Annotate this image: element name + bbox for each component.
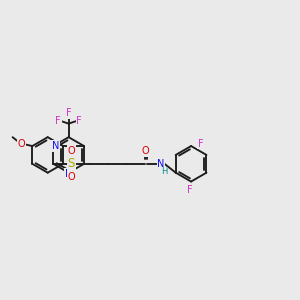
Text: F: F [198,139,203,148]
Text: O: O [17,139,25,149]
Text: F: F [56,116,61,126]
Text: H: H [161,167,167,176]
Text: S: S [67,157,75,170]
Text: N: N [157,159,165,169]
Text: O: O [67,146,75,156]
Text: O: O [141,146,149,156]
Text: N: N [65,169,72,179]
Text: F: F [66,108,71,118]
Text: O: O [67,172,75,182]
Text: F: F [187,185,193,195]
Text: N: N [52,141,59,151]
Text: F: F [76,116,82,126]
